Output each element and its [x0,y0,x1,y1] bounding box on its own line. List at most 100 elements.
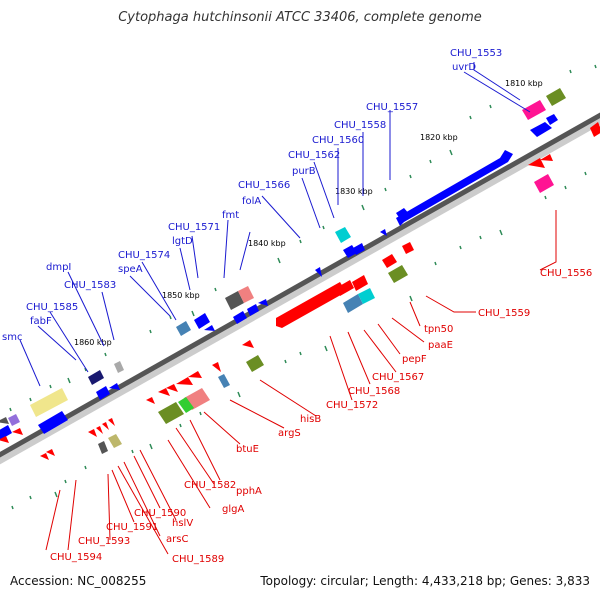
gene-arrow[interactable] [246,355,264,372]
gene-label-chu-1556[interactable]: CHU_1556 [540,268,592,279]
gene-arrow[interactable] [530,122,552,137]
gene-label-tpn50[interactable]: tpn50 [424,324,453,335]
gene-arrow[interactable] [38,411,68,434]
gene-label-chu-1574[interactable]: CHU_1574 [118,250,170,261]
gene-label-chu-1553[interactable]: CHU_1553 [450,48,502,59]
gene-arrow[interactable] [343,294,363,313]
gene-arrow[interactable] [242,340,254,348]
gene-label-pepf[interactable]: pepF [402,354,427,365]
gene-arrow[interactable] [176,321,191,336]
gene-arrow[interactable] [546,88,566,106]
gene-arrow[interactable] [0,417,9,424]
gene-label-dmpi[interactable]: dmpI [46,262,71,273]
gene-label-btue[interactable]: btuE [236,444,259,455]
gene-arrow[interactable] [380,229,387,236]
gene-arrow[interactable] [96,386,110,400]
gene-arrow[interactable] [315,267,322,277]
gene-arrow[interactable] [238,286,254,303]
gene-arrow[interactable] [114,361,124,373]
gene-arrow[interactable] [194,313,210,329]
gene-arrow[interactable] [396,208,410,222]
gene-arrow[interactable] [382,254,397,268]
gene-label-spea[interactable]: speA [118,264,143,275]
gene-label-chu-1593[interactable]: CHU_1593 [78,536,130,547]
gene-arrow[interactable] [102,422,109,430]
gene-label-chu-1591[interactable]: CHU_1591 [106,522,158,533]
gene-arrow[interactable] [276,282,346,328]
gene-label-lgtd[interactable]: lgtD [172,236,193,247]
gene-arrow[interactable] [396,150,513,226]
gene-label-chu-1559[interactable]: CHU_1559 [478,308,530,319]
gene-arrow[interactable] [528,158,545,168]
gene-label-chu-1562[interactable]: CHU_1562 [288,150,340,161]
gene-arrow[interactable] [402,242,414,254]
gene-label-chu-1558[interactable]: CHU_1558 [334,120,386,131]
gene-label-chu-1590[interactable]: CHU_1590 [134,508,186,519]
gene-label-chu-1568[interactable]: CHU_1568 [348,386,400,397]
gene-arrow[interactable] [40,453,49,460]
gene-label-fabf[interactable]: fabF [30,316,52,327]
gene-arrow[interactable] [352,275,368,291]
gene-arrow[interactable] [353,243,365,255]
gene-arrow[interactable] [176,377,193,385]
gene-label-args[interactable]: argS [278,428,301,439]
gene-arrow[interactable] [336,280,354,296]
gene-arrow[interactable] [88,370,104,385]
gene-arrow[interactable] [546,114,558,125]
gene-arrow[interactable] [109,383,120,390]
gene-label-fola[interactable]: folA [242,196,261,207]
gene-arrow[interactable] [188,371,202,378]
gene-arrow[interactable] [146,397,155,404]
gene-arrow[interactable] [218,374,230,388]
gene-arrow[interactable] [96,426,103,434]
gene-arrow[interactable] [108,434,122,448]
gene-label-chu-1594[interactable]: CHU_1594 [50,552,102,563]
gene-label-paae[interactable]: paaE [428,340,453,351]
gene-arrow[interactable] [88,429,97,437]
gene-label-chu-1560[interactable]: CHU_1560 [312,135,364,146]
gene-arrow[interactable] [166,384,178,392]
gene-arrow[interactable] [158,388,170,396]
gene-label-chu-1582[interactable]: CHU_1582 [184,480,236,491]
gene-arrow[interactable] [212,362,221,372]
gene-arrow[interactable] [0,425,12,440]
gene-label-chu-1585[interactable]: CHU_1585 [26,302,78,313]
gene-label-ppha[interactable]: pphA [236,486,262,497]
gene-label-arsc[interactable]: arsC [166,534,188,545]
gene-arrow[interactable] [233,311,247,324]
gene-arrow[interactable] [0,436,9,443]
gene-label-chu-1567[interactable]: CHU_1567 [372,372,424,383]
gene-arrow[interactable] [8,414,20,426]
gene-arrow[interactable] [204,325,215,331]
gene-arrow[interactable] [30,388,68,417]
gene-label-chu-1572[interactable]: CHU_1572 [326,400,378,411]
gene-arrow[interactable] [225,291,244,310]
gene-label-hisb[interactable]: hisB [300,414,321,425]
gene-arrow[interactable] [590,122,600,137]
gene-label-purb[interactable]: purB [292,166,316,177]
gene-arrow[interactable] [12,428,23,435]
gene-label-uvrd[interactable]: uvrD [452,62,476,73]
gene-arrow[interactable] [522,100,546,120]
gene-label-fmt[interactable]: fmt [222,210,239,221]
gene-arrow[interactable] [178,397,194,413]
gene-label-hslv[interactable]: hslV [172,518,193,529]
gene-arrow[interactable] [98,441,108,454]
gene-arrow[interactable] [358,288,375,304]
gene-arrow[interactable] [540,154,553,161]
gene-label-chu-1583[interactable]: CHU_1583 [64,280,116,291]
gene-label-glga[interactable]: glgA [222,504,244,515]
gene-arrow[interactable] [158,402,184,424]
gene-arrow[interactable] [388,265,408,283]
gene-label-chu-1557[interactable]: CHU_1557 [366,102,418,113]
gene-label-chu-1566[interactable]: CHU_1566 [238,180,290,191]
gene-arrow[interactable] [46,449,55,456]
gene-arrow[interactable] [247,304,259,316]
gene-label-chu-1589[interactable]: CHU_1589 [172,554,224,565]
gene-label-chu-1571[interactable]: CHU_1571 [168,222,220,233]
gene-arrow[interactable] [108,418,115,426]
gene-arrow[interactable] [335,227,351,243]
gene-arrow[interactable] [258,299,268,306]
gene-arrow[interactable] [534,174,554,193]
gene-label-smc[interactable]: smc [2,332,22,343]
